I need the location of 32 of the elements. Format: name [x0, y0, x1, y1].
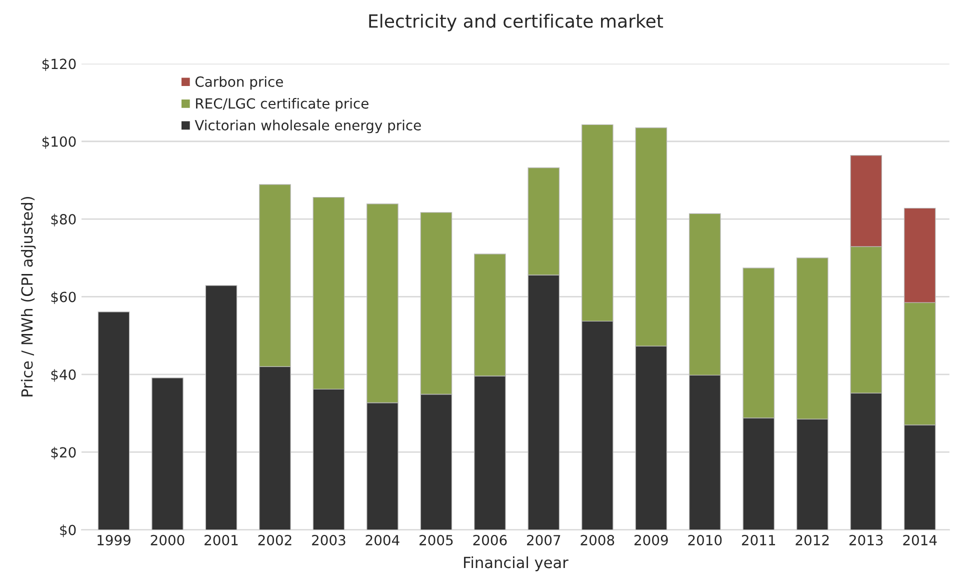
y-tick-label: $100 [42, 136, 76, 149]
y-tick-label: $0 [60, 524, 76, 538]
chart-title: Electricity and certificate market [369, 14, 664, 32]
x-tick-label: 2002 [258, 534, 292, 546]
x-tick-label: 2006 [473, 534, 507, 546]
x-tick-label: 2012 [796, 534, 829, 546]
x-axis-title: Financial year [464, 556, 568, 572]
legend-label: REC/LGC certificate price [196, 98, 368, 112]
x-tick-label: 1999 [98, 534, 130, 546]
bar [98, 312, 130, 530]
y-tick-label: $120 [42, 58, 76, 72]
legend-label: Victorian wholesale energy price [194, 120, 421, 134]
x-tick-label: 2009 [634, 534, 668, 546]
x-tick-label: 2003 [312, 534, 346, 546]
y-axis-title: Price / MWh (CPI adjusted) [20, 196, 36, 396]
x-tick-label: 2000 [150, 534, 184, 546]
x-tick-label: 2014 [903, 534, 937, 546]
x-tick-label: 2010 [688, 534, 722, 546]
x-tick-label: 2011 [742, 534, 776, 546]
bar [152, 378, 184, 530]
y-tick-label: $20 [51, 446, 76, 460]
legend-label: Carbon price [195, 76, 283, 90]
x-tick-label: 2007 [527, 534, 560, 546]
x-tick-label: 2004 [366, 534, 400, 546]
y-tick-label: $60 [51, 291, 76, 304]
x-tick-label: 2001 [204, 534, 238, 546]
x-tick-label: 2013 [849, 534, 883, 546]
x-tick-label: 2005 [420, 534, 453, 546]
y-tick-label: $40 [51, 369, 76, 382]
bar [205, 285, 238, 530]
x-tick-label: 2008 [580, 534, 614, 546]
y-tick-label: $80 [51, 214, 76, 226]
